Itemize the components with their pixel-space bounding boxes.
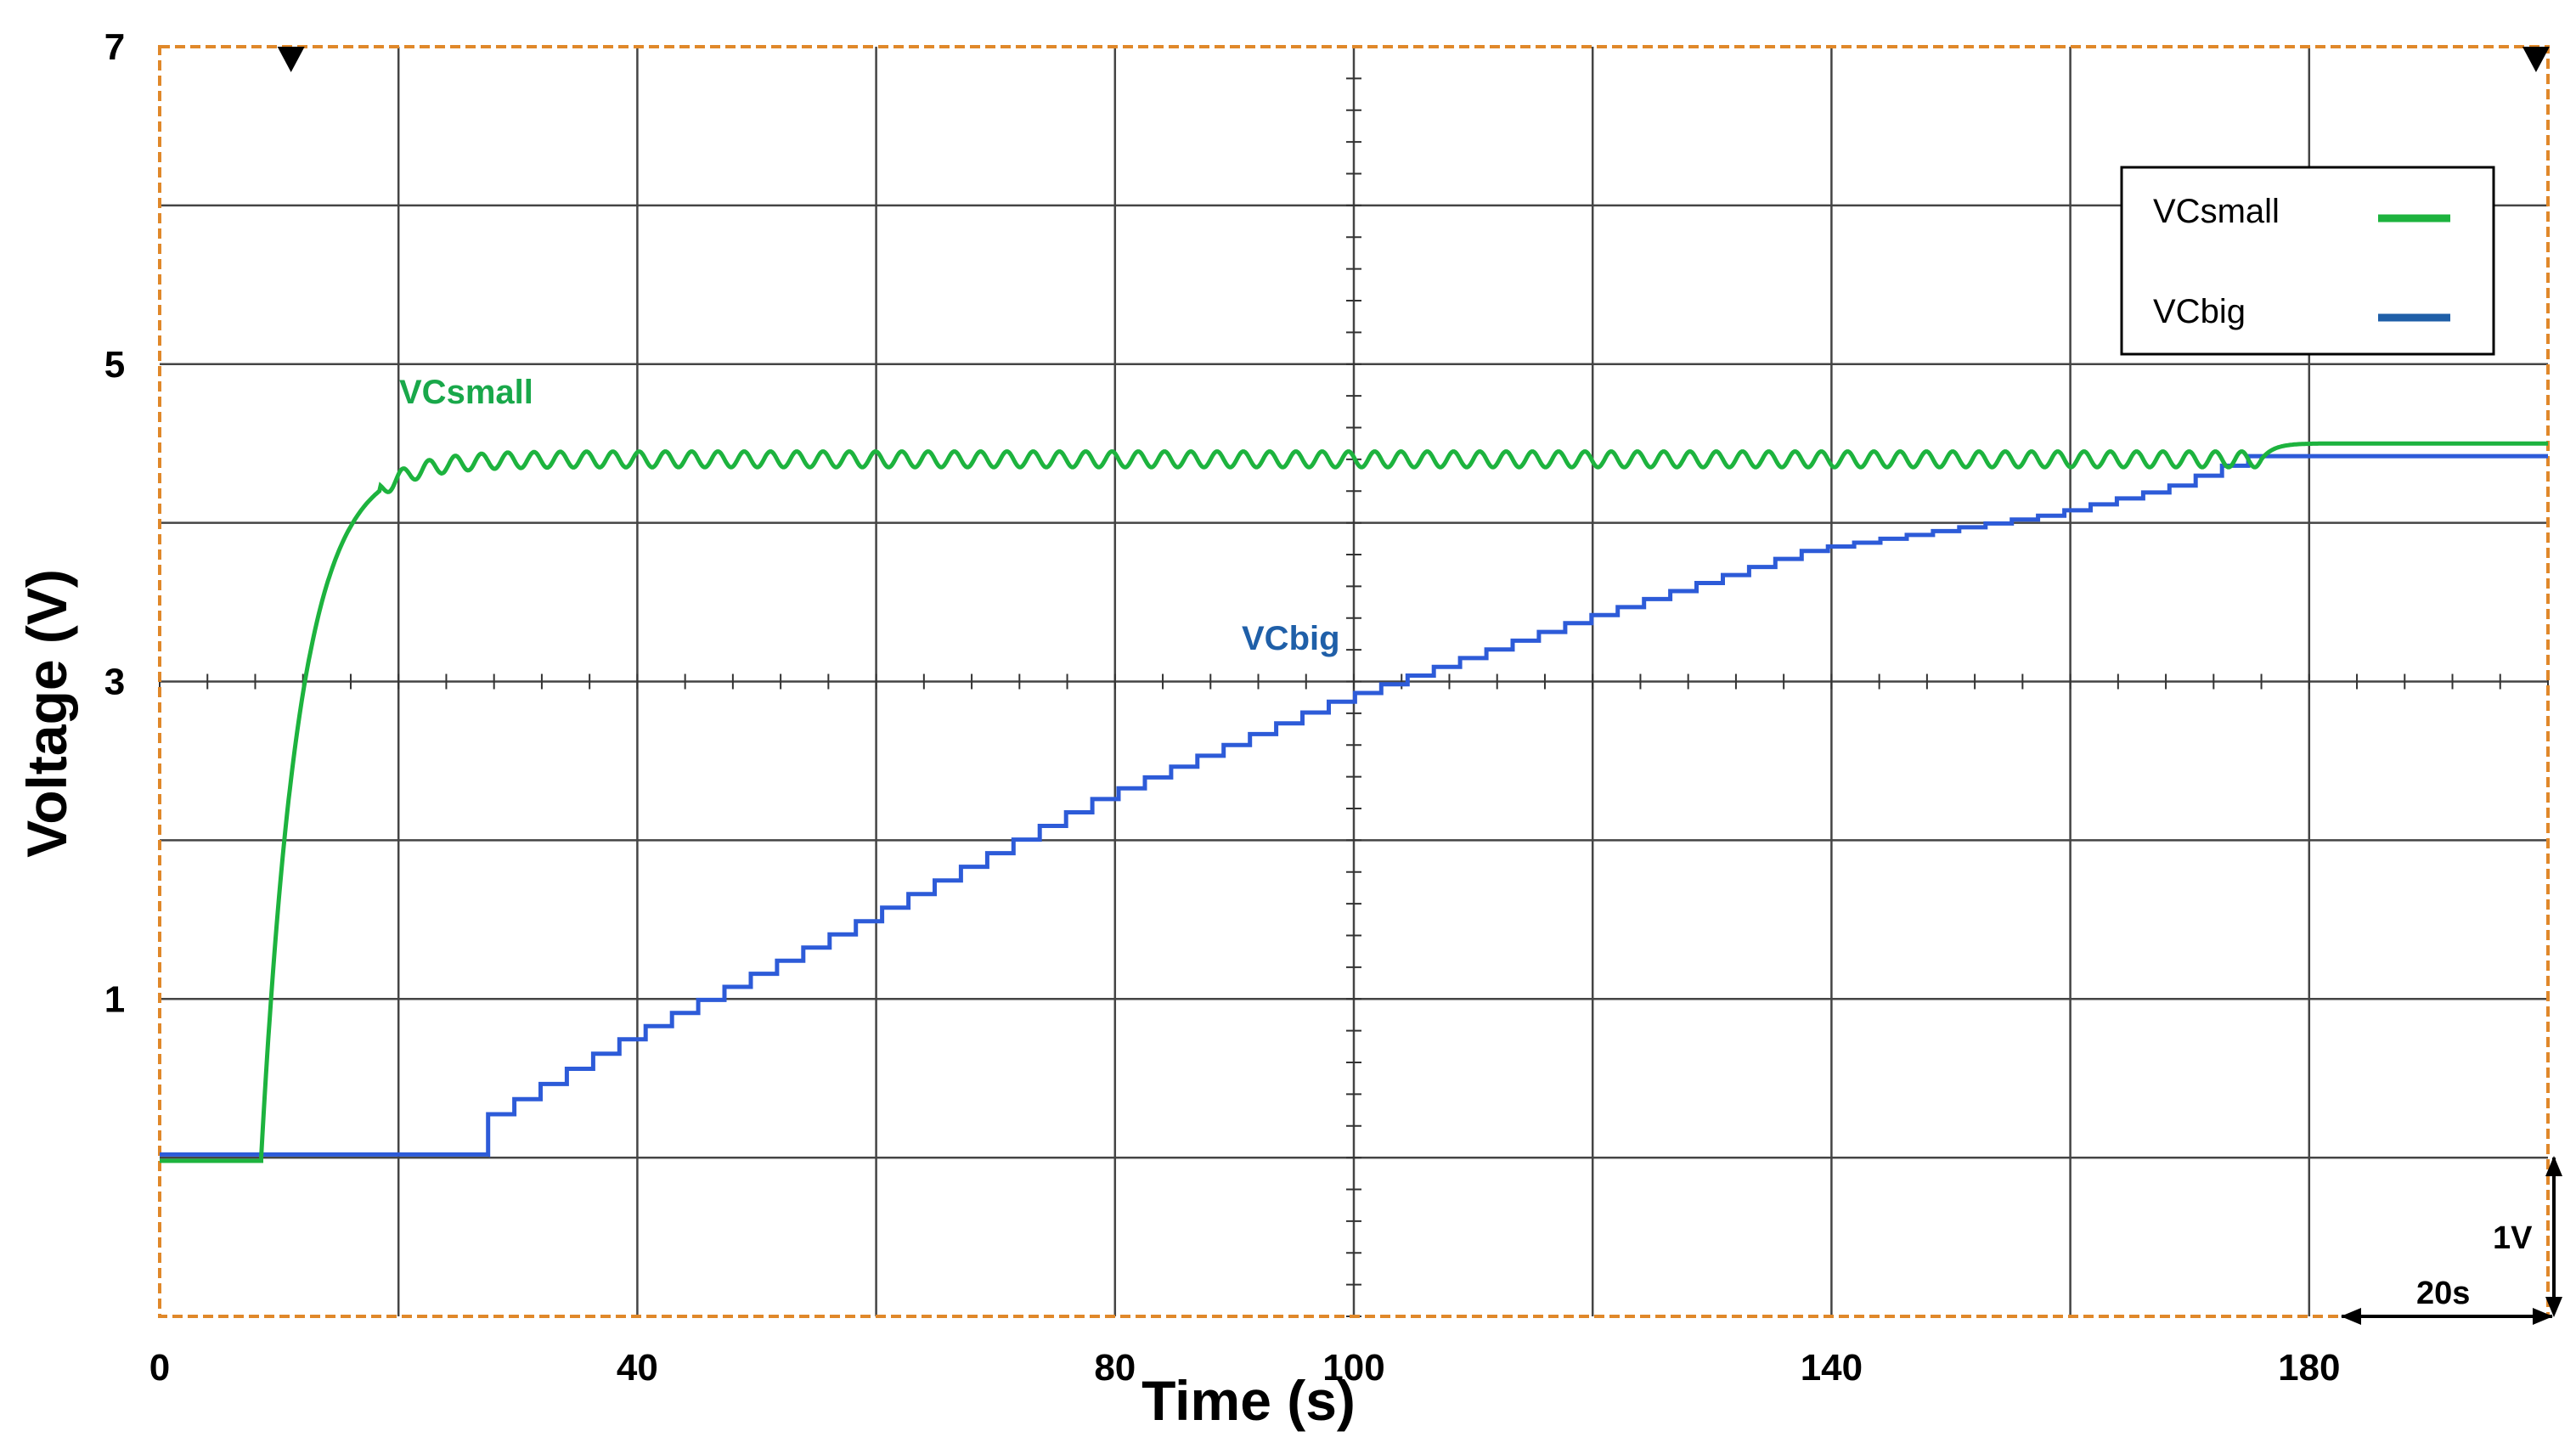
legend-label-vcsmall: VCsmall <box>2153 193 2280 230</box>
x-tick-label: 0 <box>149 1347 170 1389</box>
x-tick-label: 140 <box>1801 1347 1863 1389</box>
y-tick-label: 3 <box>104 662 125 703</box>
volt-scale-arrowhead-top <box>2545 1156 2562 1176</box>
series-line-vcbig <box>160 454 2548 1158</box>
time-scale-arrowhead-left <box>2341 1308 2361 1325</box>
y-tick-label: 1 <box>104 978 125 1020</box>
x-tick-label: 180 <box>2278 1347 2340 1389</box>
y-tick-labels: 7 5 3 1 <box>104 26 125 1020</box>
y-axis-label: Voltage (V) <box>15 569 78 858</box>
x-axis-label: Time (s) <box>1141 1369 1356 1432</box>
y-tick-label: 5 <box>104 344 125 386</box>
legend-label-vcbig: VCbig <box>2153 293 2246 330</box>
x-tick-label: 80 <box>1094 1347 1136 1389</box>
trace-label-vcbig: VCbig <box>1242 620 1340 657</box>
x-tick-label: 40 <box>617 1347 658 1389</box>
x-tick-labels: 0 40 80 100 140 180 <box>149 1347 2341 1389</box>
time-scale-arrowhead-right <box>2533 1308 2553 1325</box>
center-axis-ticks <box>159 77 2549 1317</box>
y-tick-label: 7 <box>104 26 125 68</box>
volt-scale-label: 1V <box>2493 1220 2533 1256</box>
trigger-marker <box>2522 47 2550 72</box>
trigger-markers <box>277 47 2550 72</box>
scale-indicators: 1V 20s <box>2341 1156 2562 1325</box>
x-tick-label: 100 <box>1322 1347 1384 1389</box>
trigger-marker <box>277 47 305 72</box>
time-scale-label: 20s <box>2416 1276 2470 1311</box>
legend: VCsmall VCbig <box>2120 166 2495 356</box>
series-line-vcsmall <box>160 441 2548 1163</box>
trace-label-vcsmall: VCsmall <box>399 374 533 411</box>
legend-box <box>2120 166 2495 356</box>
volt-scale-arrowhead-bottom <box>2545 1297 2562 1317</box>
plot-border <box>158 45 2550 1318</box>
